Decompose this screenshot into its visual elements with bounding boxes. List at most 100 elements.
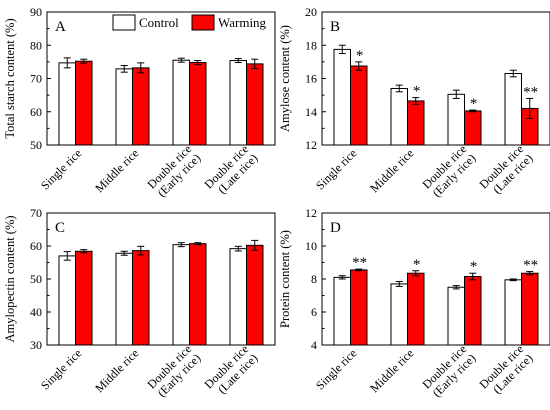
x-category-label-line: Single rice (313, 346, 359, 392)
y-tick-label: 60 (30, 105, 42, 119)
y-tick-label: 80 (30, 38, 42, 52)
x-category-label-line: Middle rice (92, 146, 141, 195)
significance-marker: * (470, 259, 478, 275)
panel-letter: B (330, 19, 340, 35)
legend: Control Warming (112, 14, 267, 31)
y-tick-label: 16 (305, 72, 317, 86)
x-category-label-line: Single rice (313, 146, 359, 192)
bar-warming (521, 272, 539, 346)
y-tick-label: 50 (30, 138, 42, 152)
legend-swatch-warming (191, 14, 215, 31)
y-tick-label: 90 (30, 5, 42, 19)
x-category-label: Middle rice (92, 146, 141, 195)
panel-c: 30 40 50 60 70 Amylopectin content (%) C Single… (3, 206, 276, 401)
y-axis-title: Amylose content (%) (278, 25, 292, 132)
y-tick-label: 40 (30, 305, 42, 319)
bar-control (115, 252, 133, 346)
legend-label-warming: Warming (218, 15, 267, 30)
bar-control (504, 73, 522, 146)
bar-warming (464, 110, 482, 146)
y-axis-title: Total starch content (%) (3, 18, 17, 138)
panel-a: 50 60 70 80 90 Total starch content (%) A Singl… (3, 5, 276, 201)
x-category-label: Middle rice (367, 346, 416, 395)
x-category-label-line: Single rice (38, 346, 84, 392)
panels: 50 60 70 80 90 Total starch content (%) A Singl… (3, 5, 550, 401)
bar-control (333, 48, 351, 146)
x-category-label-line: Middle rice (92, 346, 141, 395)
significance-marker: ** (352, 255, 367, 271)
bar-control (58, 255, 76, 346)
bar-control (390, 283, 408, 346)
y-tick-label: 18 (305, 38, 317, 52)
bar-warming (132, 67, 150, 146)
bar-control (172, 59, 190, 146)
bar-warming (132, 250, 150, 346)
y-tick-label: 30 (30, 338, 42, 352)
bar-warming (464, 276, 482, 346)
bar-control (229, 60, 247, 146)
bar-control (58, 62, 76, 146)
y-tick-label: 70 (30, 206, 42, 220)
bar-warming (407, 272, 425, 346)
bar-control (447, 93, 465, 146)
legend-swatch-control (112, 14, 136, 31)
x-category-label: Single rice (313, 346, 359, 392)
bar-warming (350, 65, 368, 146)
x-category-label: Double rice(Early rice) (419, 342, 478, 401)
bar-warming (350, 269, 368, 346)
significance-marker: * (413, 257, 421, 273)
y-axis-title: Protein content (%) (278, 230, 292, 328)
x-category-label: Single rice (313, 146, 359, 192)
bar-control (390, 87, 408, 146)
bar-control (172, 244, 190, 346)
bar-control (504, 279, 522, 346)
legend-label-control: Control (139, 15, 179, 30)
bar-control (333, 276, 351, 346)
x-category-label-line: Middle rice (367, 346, 416, 395)
x-category-label: Double rice(Early rice) (144, 142, 203, 201)
x-category-label-line: Single rice (38, 146, 84, 192)
significance-marker: ** (523, 84, 538, 100)
x-category-label: Double rice(Early rice) (419, 142, 478, 201)
x-category-label: Double rice(Late rice) (201, 142, 260, 201)
significance-marker: * (413, 84, 421, 100)
significance-marker: * (470, 96, 478, 112)
bar-warming (246, 63, 264, 146)
x-category-label-line: Middle rice (367, 146, 416, 195)
x-category-label: Middle rice (92, 346, 141, 395)
bar-warming (75, 60, 93, 146)
y-tick-label: 20 (305, 5, 317, 19)
y-axis-title: Amylopectin content (%) (3, 215, 17, 342)
x-category-label: Double rice(Late rice) (476, 142, 535, 201)
x-category-label: Double rice(Early rice) (144, 342, 203, 401)
y-tick-label: 12 (305, 138, 317, 152)
bar-warming (246, 244, 264, 346)
significance-marker: * (356, 48, 364, 64)
panel-b: 12 14 16 18 20 Amylose content (%) B * Single ri… (278, 5, 550, 201)
bar-control (115, 68, 133, 146)
bar-warming (189, 243, 207, 346)
y-tick-label: 6 (311, 305, 317, 319)
y-tick-label: 8 (311, 272, 317, 286)
bar-control (229, 248, 247, 346)
panel-letter: A (55, 19, 66, 35)
bar-warming (75, 250, 93, 346)
bar-warming (407, 100, 425, 146)
y-tick-label: 4 (311, 338, 317, 352)
x-category-label: Middle rice (367, 146, 416, 195)
x-category-label: Double rice(Late rice) (201, 342, 260, 401)
x-category-label: Single rice (38, 346, 84, 392)
x-category-label: Double rice(Late rice) (476, 342, 535, 401)
bar-warming (189, 62, 207, 146)
y-tick-label: 14 (305, 105, 317, 119)
x-category-label: Single rice (38, 146, 84, 192)
y-tick-label: 10 (305, 239, 317, 253)
y-tick-label: 12 (305, 206, 317, 220)
panel-letter: C (55, 220, 65, 236)
panel-letter: D (330, 220, 341, 236)
y-tick-label: 70 (30, 72, 42, 86)
y-tick-label: 50 (30, 272, 42, 286)
y-tick-label: 60 (30, 239, 42, 253)
